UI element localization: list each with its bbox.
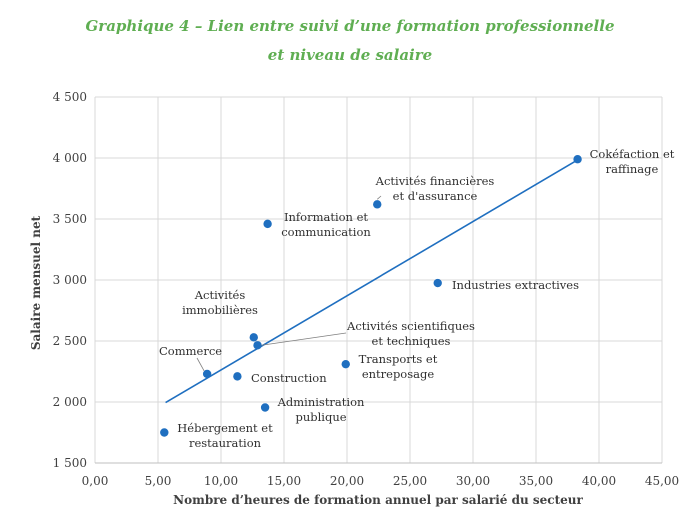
leader-line <box>196 357 205 372</box>
chart-title-line-2: et niveau de salaire <box>267 46 433 64</box>
point-label-line: Administration <box>277 395 365 409</box>
point-label-line: communication <box>281 225 371 239</box>
x-tick-label: 45,00 <box>645 474 679 488</box>
chart-title-line-1: Graphique 4 – Lien entre suivi d’une for… <box>85 17 615 35</box>
point-label: Industries extractives <box>452 278 579 292</box>
x-tick-label: 25,00 <box>393 474 427 488</box>
point-label-line: Commerce <box>159 344 222 358</box>
point-label: Commerce <box>159 344 222 358</box>
points-layer <box>160 155 582 437</box>
point-label-line: Transports et <box>359 352 438 366</box>
point-label-line: Industries extractives <box>452 278 579 292</box>
y-tick-label: 2 000 <box>53 395 87 409</box>
point-label: Administration publique <box>277 395 365 424</box>
point-label: Information et communication <box>281 210 371 239</box>
point-label-line: Cokéfaction et <box>590 147 675 161</box>
data-point <box>433 278 442 288</box>
data-point <box>160 428 169 437</box>
point-label: Activités financières et d'assurance <box>375 174 495 203</box>
x-tick-label: 35,00 <box>519 474 553 488</box>
trendline-layer <box>165 158 580 404</box>
data-point <box>263 219 272 229</box>
data-point <box>233 372 242 381</box>
x-tick-label: 5,00 <box>145 474 172 488</box>
point-label-line: Information et <box>284 210 368 224</box>
y-tick-label: 3 500 <box>53 212 87 226</box>
point-label-line: entreposage <box>362 367 435 381</box>
data-point <box>341 359 350 369</box>
y-tick-label: 4 500 <box>53 90 87 104</box>
y-tick-label: 2 500 <box>53 334 87 348</box>
data-point <box>573 155 582 164</box>
point-label: Activités scientifiques et techniques <box>346 319 475 348</box>
point-label: Activités immobilières <box>182 288 258 317</box>
data-point <box>253 341 262 350</box>
point-label-line: Construction <box>251 371 327 385</box>
grid <box>94 96 663 464</box>
point-label-line: et d'assurance <box>393 189 478 203</box>
trendline <box>165 158 580 404</box>
point-label: Construction <box>251 371 327 385</box>
point-label: Cokéfaction et raffinage <box>590 147 675 176</box>
data-point <box>202 369 212 379</box>
leader-line <box>261 332 347 346</box>
x-tick-label: 0,00 <box>82 474 109 488</box>
y-axis-title: Salaire mensuel net <box>29 215 43 350</box>
point-label-line: raffinage <box>606 162 659 176</box>
point-label-line: et techniques <box>372 334 451 348</box>
x-tick-label: 10,00 <box>204 474 238 488</box>
point-label: Hébergement et restauration <box>177 421 273 450</box>
leader-line <box>376 195 382 200</box>
point-label-line: restauration <box>189 436 262 450</box>
x-axis-title: Nombre d’heures de formation annuel par … <box>173 493 583 507</box>
point-label-line: Activités <box>194 288 246 302</box>
x-tick-label: 40,00 <box>582 474 616 488</box>
point-labels: Cokéfaction et raffinage Activités financi… <box>159 147 675 450</box>
point-label-line: Activités financières <box>375 174 495 188</box>
data-point <box>373 200 382 209</box>
point-label: Transports et entreposage <box>359 352 438 381</box>
y-tick-label: 1 500 <box>53 456 87 470</box>
y-tick-label: 3 000 <box>53 273 87 287</box>
data-point <box>249 333 258 342</box>
point-label-line: Hébergement et <box>177 421 273 435</box>
point-label-line: publique <box>295 410 346 424</box>
x-tick-label: 15,00 <box>267 474 301 488</box>
x-tick-label: 30,00 <box>456 474 490 488</box>
tick-labels: 0,00 5,00 10,00 15,00 20,00 25,00 30,00 35,00 40… <box>53 90 680 488</box>
point-label-line: immobilières <box>182 303 258 317</box>
x-tick-label: 20,00 <box>330 474 364 488</box>
point-label-line: Activités scientifiques <box>346 319 475 333</box>
data-point <box>260 403 270 412</box>
y-tick-label: 4 000 <box>53 151 87 165</box>
